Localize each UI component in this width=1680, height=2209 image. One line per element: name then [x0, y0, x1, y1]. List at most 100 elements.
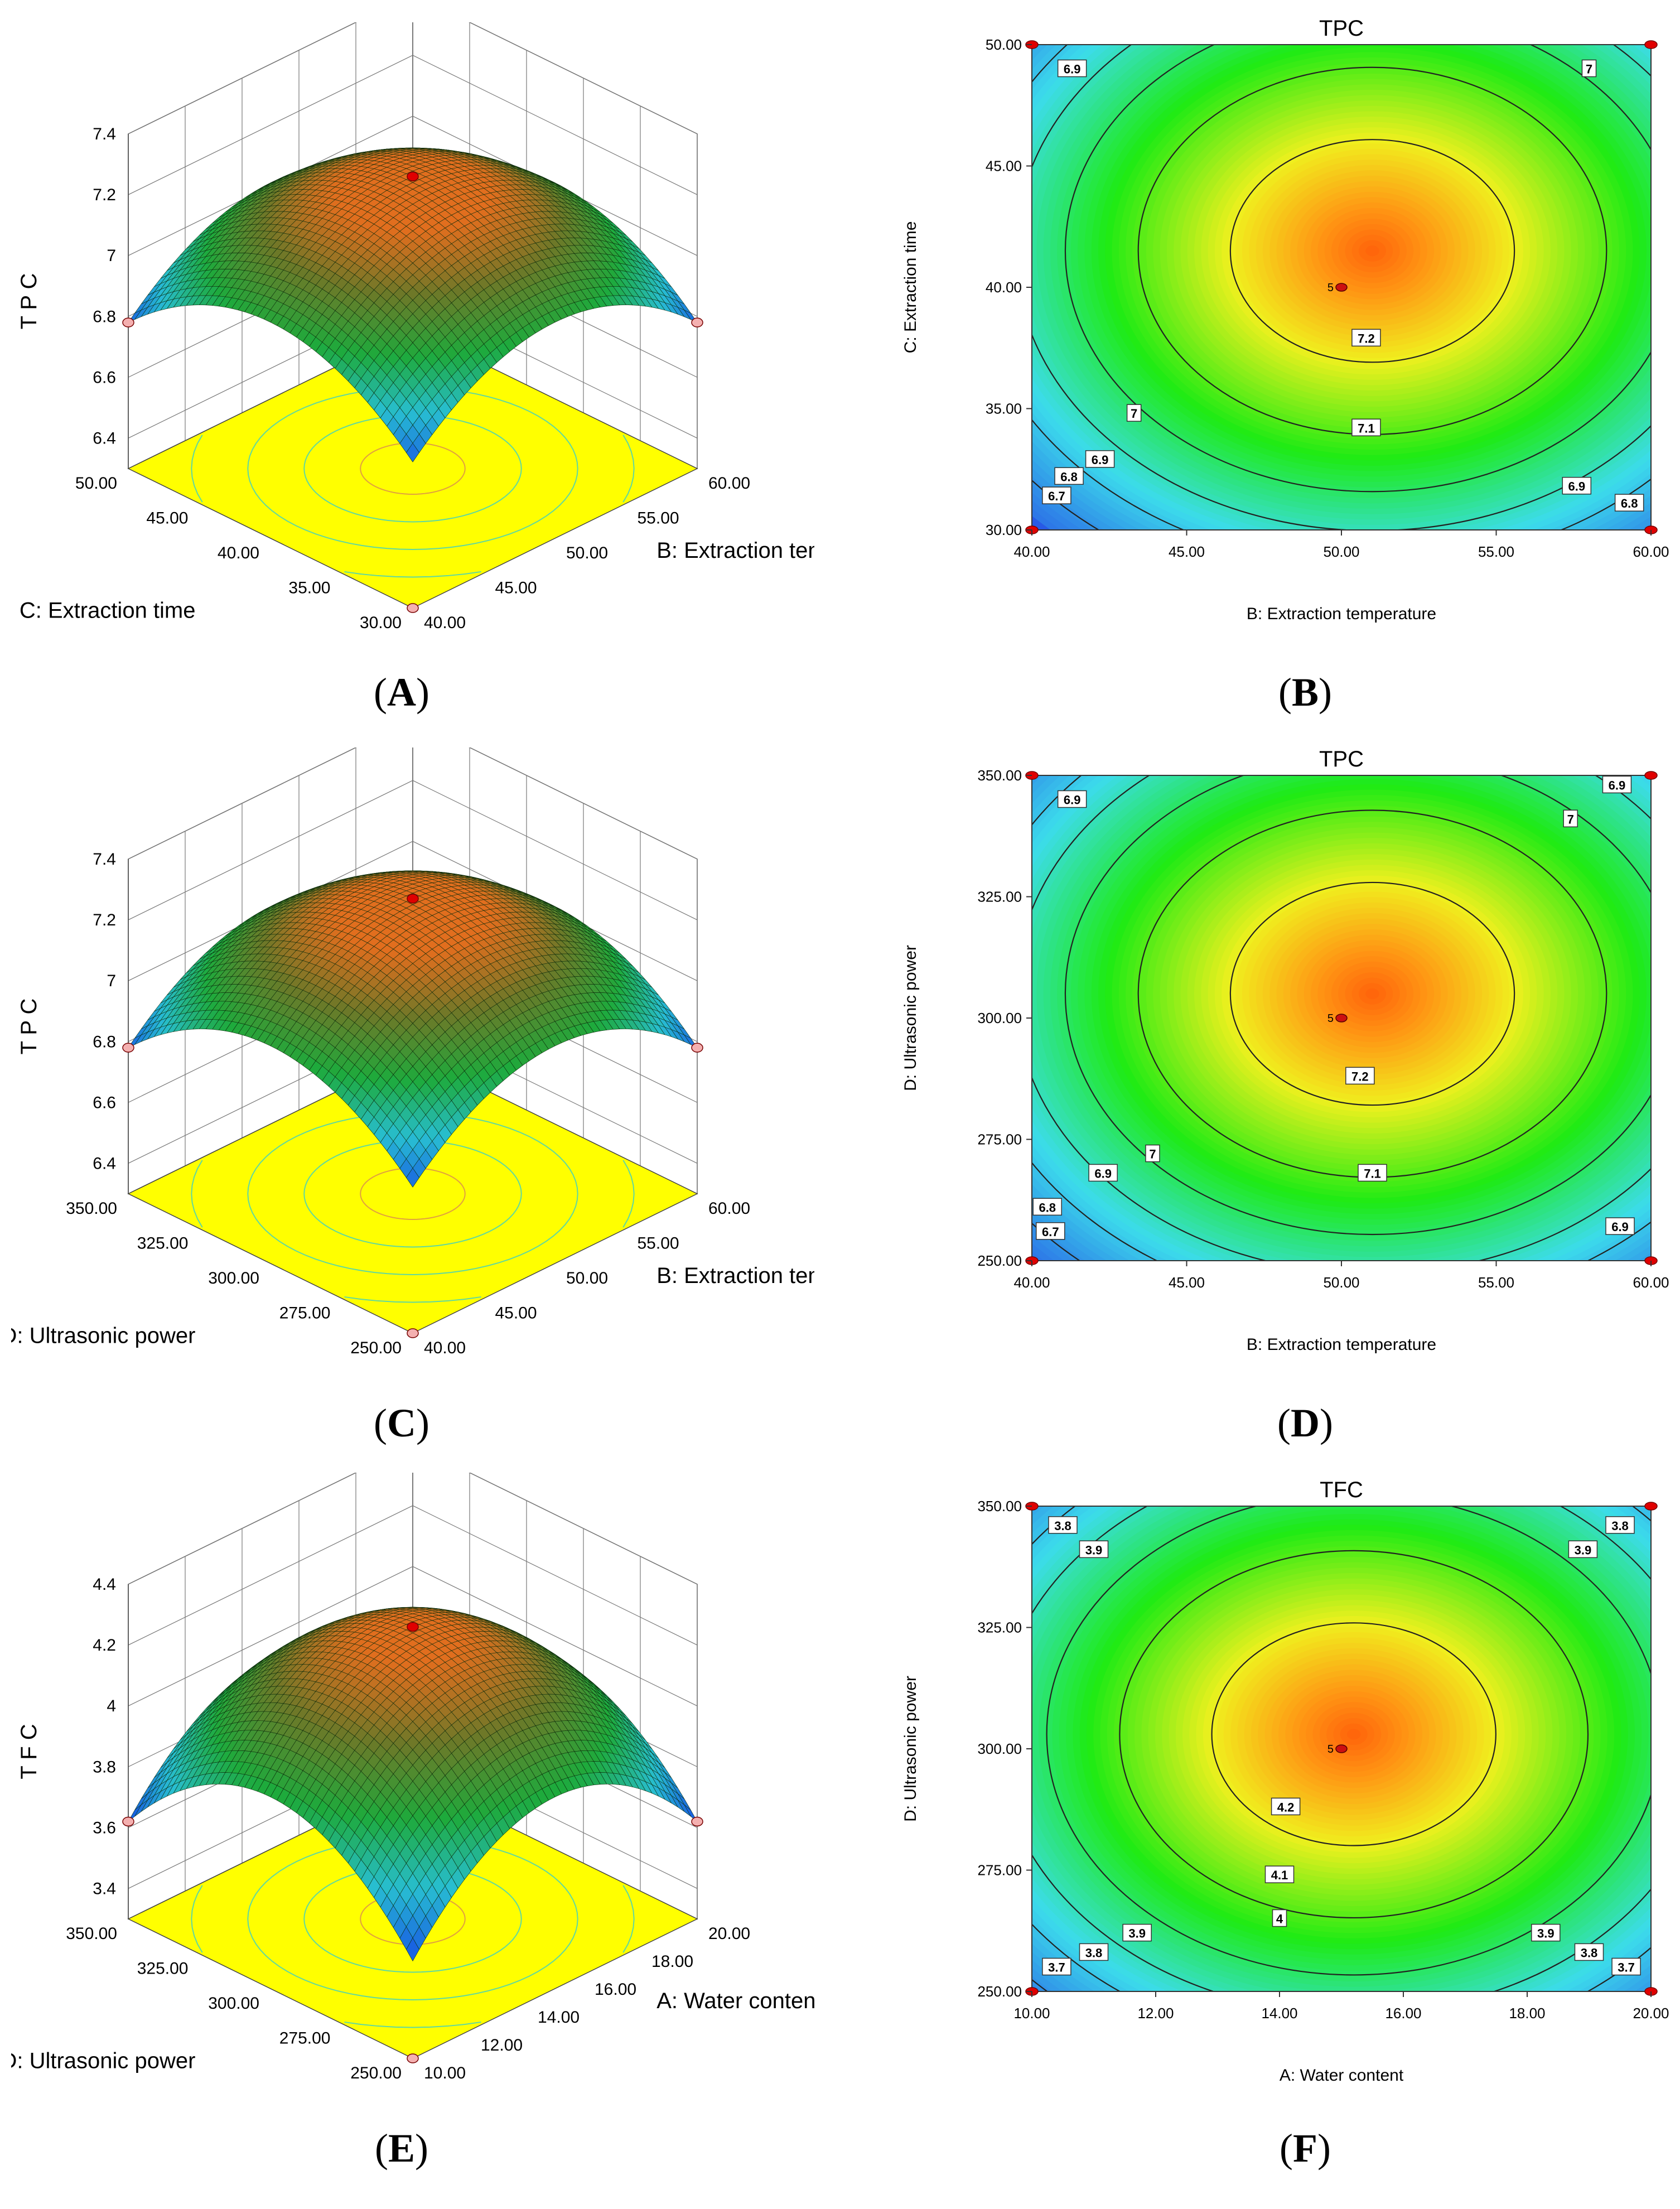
y-tick-label: 275.00	[279, 1304, 331, 1323]
surface-svg: 3.4 3.6 3.8 4 4.2 4.4 10.00 12.00 14.00 16.00 18.0…	[11, 1473, 814, 2082]
contour-label: 3.8	[1574, 1943, 1604, 1961]
contour-label: 4.1	[1264, 1865, 1295, 1883]
x-tick-label: 50.00	[1323, 543, 1359, 560]
contour-line	[1065, 45, 1651, 493]
svg-text:6.9: 6.9	[1092, 453, 1109, 467]
svg-text:6.7: 6.7	[1042, 1225, 1059, 1239]
y-tick-label: 300.00	[977, 1010, 1022, 1026]
x-tick-label: 55.00	[1478, 1274, 1514, 1291]
svg-text:7.1: 7.1	[1364, 1166, 1381, 1180]
chart-title: TPC	[1319, 16, 1364, 41]
y-tick-label: 350.00	[66, 1199, 117, 1218]
x-tick-label: 40.00	[424, 614, 466, 632]
svg-text:7.2: 7.2	[1358, 331, 1375, 345]
x-tick-label: 60.00	[708, 474, 750, 493]
contour-label: 4	[1272, 1909, 1287, 1927]
x-tick-label: 60.00	[708, 1199, 750, 1218]
x-tick-label: 55.00	[638, 1234, 679, 1253]
surface-plot-a: 6.4 6.6 6.8 7 7.2 7.4 40.00 45.00 50.00 55.00 60.0…	[11, 22, 814, 653]
z-tick-label: 7.2	[93, 186, 116, 204]
z-tick-label: 6.4	[93, 429, 116, 447]
x-axis-label: B: Extraction temperature	[1247, 1335, 1436, 1354]
x-axis-label: B: Extraction temperature	[1247, 605, 1436, 623]
design-point	[1644, 1502, 1658, 1511]
design-point	[691, 317, 703, 327]
x-tick-label: 50.00	[566, 544, 608, 562]
contour-label: 7	[1126, 404, 1142, 422]
y-tick-label: 35.00	[986, 401, 1022, 417]
y-tick-label: 300.00	[208, 1994, 259, 2013]
y-axis-label: C: Extraction time	[901, 221, 920, 354]
center-point	[1335, 1744, 1348, 1753]
contour-line	[1229, 139, 1515, 363]
contour-line	[1065, 775, 1651, 1235]
y-tick-label: 50.00	[75, 474, 117, 493]
y-tick-label: 350.00	[66, 1925, 117, 1943]
contour-line	[1229, 881, 1515, 1106]
contour-label: 6.8	[1614, 494, 1644, 512]
contour-label: 3.7	[1611, 1957, 1641, 1976]
svg-text:6.8: 6.8	[1039, 1200, 1056, 1214]
x-axis-label: B: Extraction temperature	[656, 538, 814, 563]
z-tick-label: 7	[107, 247, 116, 265]
y-tick-label: 325.00	[137, 1960, 189, 1978]
y-tick-label: 325.00	[977, 889, 1022, 905]
contour-label: 6.7	[1042, 486, 1071, 504]
svg-text:6.9: 6.9	[1609, 778, 1626, 792]
contour-label: 3.9	[1568, 1540, 1598, 1559]
x-tick-label: 10.00	[1013, 2005, 1050, 2022]
design-point	[1644, 40, 1658, 49]
contour-label: 3.7	[1042, 1957, 1071, 1976]
design-point	[691, 1816, 703, 1827]
z-tick-label: 6.4	[93, 1154, 116, 1173]
x-axis-label: A: Water content	[1280, 2066, 1404, 2085]
x-tick-label: 20.00	[1633, 2005, 1669, 2022]
y-tick-label: 300.00	[977, 1740, 1022, 1757]
svg-text:6.9: 6.9	[1064, 62, 1081, 76]
x-tick-label: 45.00	[1169, 1274, 1205, 1291]
x-tick-label: 60.00	[1633, 1274, 1669, 1291]
contour-label: 7.2	[1345, 1067, 1375, 1085]
x-tick-label: 55.00	[638, 509, 679, 528]
design-point	[122, 317, 134, 327]
z-tick-label: 7.2	[93, 911, 116, 929]
x-axis-label: A: Water content	[656, 1989, 814, 2013]
x-tick-label: 40.00	[1013, 543, 1050, 560]
y-tick-label: 350.00	[977, 1498, 1022, 1515]
panel-label-c: (C)	[374, 1401, 429, 1445]
svg-text:7: 7	[1149, 1147, 1156, 1161]
y-tick-label: 35.00	[288, 579, 330, 597]
x-axis-label: B: Extraction temperature	[656, 1263, 814, 1288]
contour-label: 6.9	[1562, 476, 1592, 495]
design-point	[407, 1622, 419, 1632]
contour-plot-b: 5 6.9 7 7.2 7.1 7 6.9 6.8 6.7 6.9 6.8 40.00 45.00 50.…	[870, 11, 1673, 658]
contour-line	[1119, 1550, 1589, 1919]
contour-label: 6.9	[1057, 790, 1087, 808]
center-point	[1335, 1014, 1348, 1022]
contour-label: 3.8	[1605, 1516, 1635, 1534]
y-tick-label: 275.00	[279, 2029, 331, 2048]
x-tick-label: 20.00	[708, 1925, 750, 1943]
y-tick-label: 325.00	[137, 1234, 189, 1253]
response-surface	[128, 870, 698, 1188]
y-axis-label: D: Ultrasonic power	[11, 1324, 196, 1348]
svg-text:6.8: 6.8	[1621, 496, 1638, 510]
surface-svg: 6.4 6.6 6.8 7 7.2 7.4 40.00 45.00 50.00 55.00 60.0…	[11, 747, 814, 1357]
design-point	[407, 603, 419, 613]
contour-svg: 53.83.93.83.94.24.143.93.83.73.93.83.710…	[901, 1478, 1669, 2085]
contour-label: 6.9	[1057, 59, 1087, 78]
x-tick-label: 50.00	[1323, 1274, 1359, 1291]
y-tick-label: 275.00	[977, 1131, 1022, 1148]
contour-label: 6.9	[1602, 775, 1632, 794]
contour-label: 3.8	[1079, 1943, 1109, 1961]
y-axis-label: D: Ultrasonic power	[11, 2049, 196, 2073]
svg-text:7: 7	[1586, 62, 1592, 76]
design-point	[407, 1328, 419, 1338]
center-point-label: 5	[1327, 1012, 1334, 1025]
contour-label: 6.9	[1605, 1217, 1635, 1235]
panel-label-a: (A)	[374, 670, 429, 715]
panel-label-d: (D)	[1277, 1401, 1333, 1445]
svg-text:6.9: 6.9	[1611, 1220, 1629, 1234]
z-tick-label: 4.4	[93, 1575, 116, 1594]
svg-text:6.9: 6.9	[1094, 1166, 1112, 1180]
